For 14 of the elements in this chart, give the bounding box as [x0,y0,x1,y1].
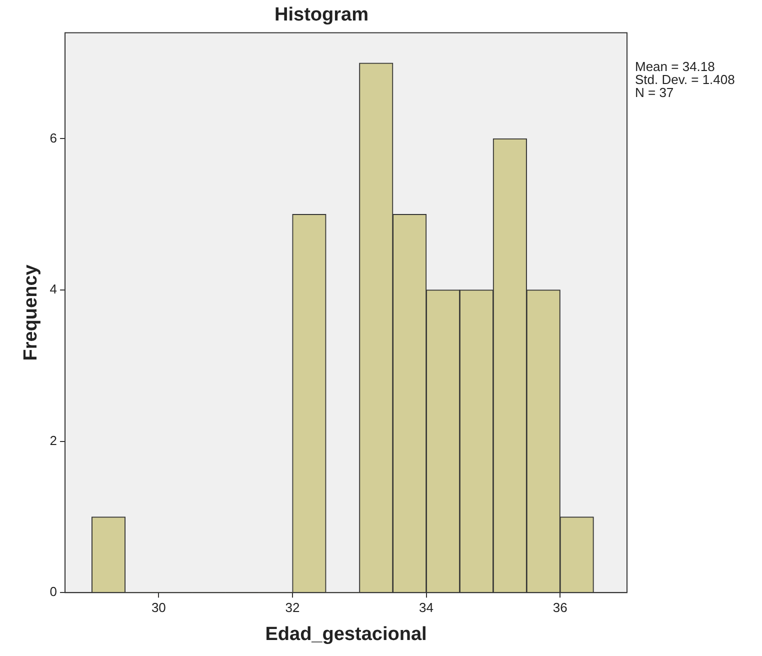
y-tick-label: 4 [50,282,58,297]
y-tick-label: 6 [50,130,58,146]
x-tick-label: 34 [419,600,434,615]
x-tick-label: 36 [552,600,568,615]
text: N = 37 [635,84,674,100]
text: Mean = 34.18 [635,58,715,74]
x-axis-title: Edad_gestacional [265,624,427,645]
x-tick-label: 32 [285,600,300,615]
x-tick-label: 30 [151,600,166,615]
y-tick-label: 0 [50,584,58,600]
chart-title: Histogram [274,4,368,26]
y-tick-label: 2 [50,432,58,448]
y-axis-title: Frequency [20,264,42,361]
text: Std. Dev. = 1.408 [635,72,735,87]
